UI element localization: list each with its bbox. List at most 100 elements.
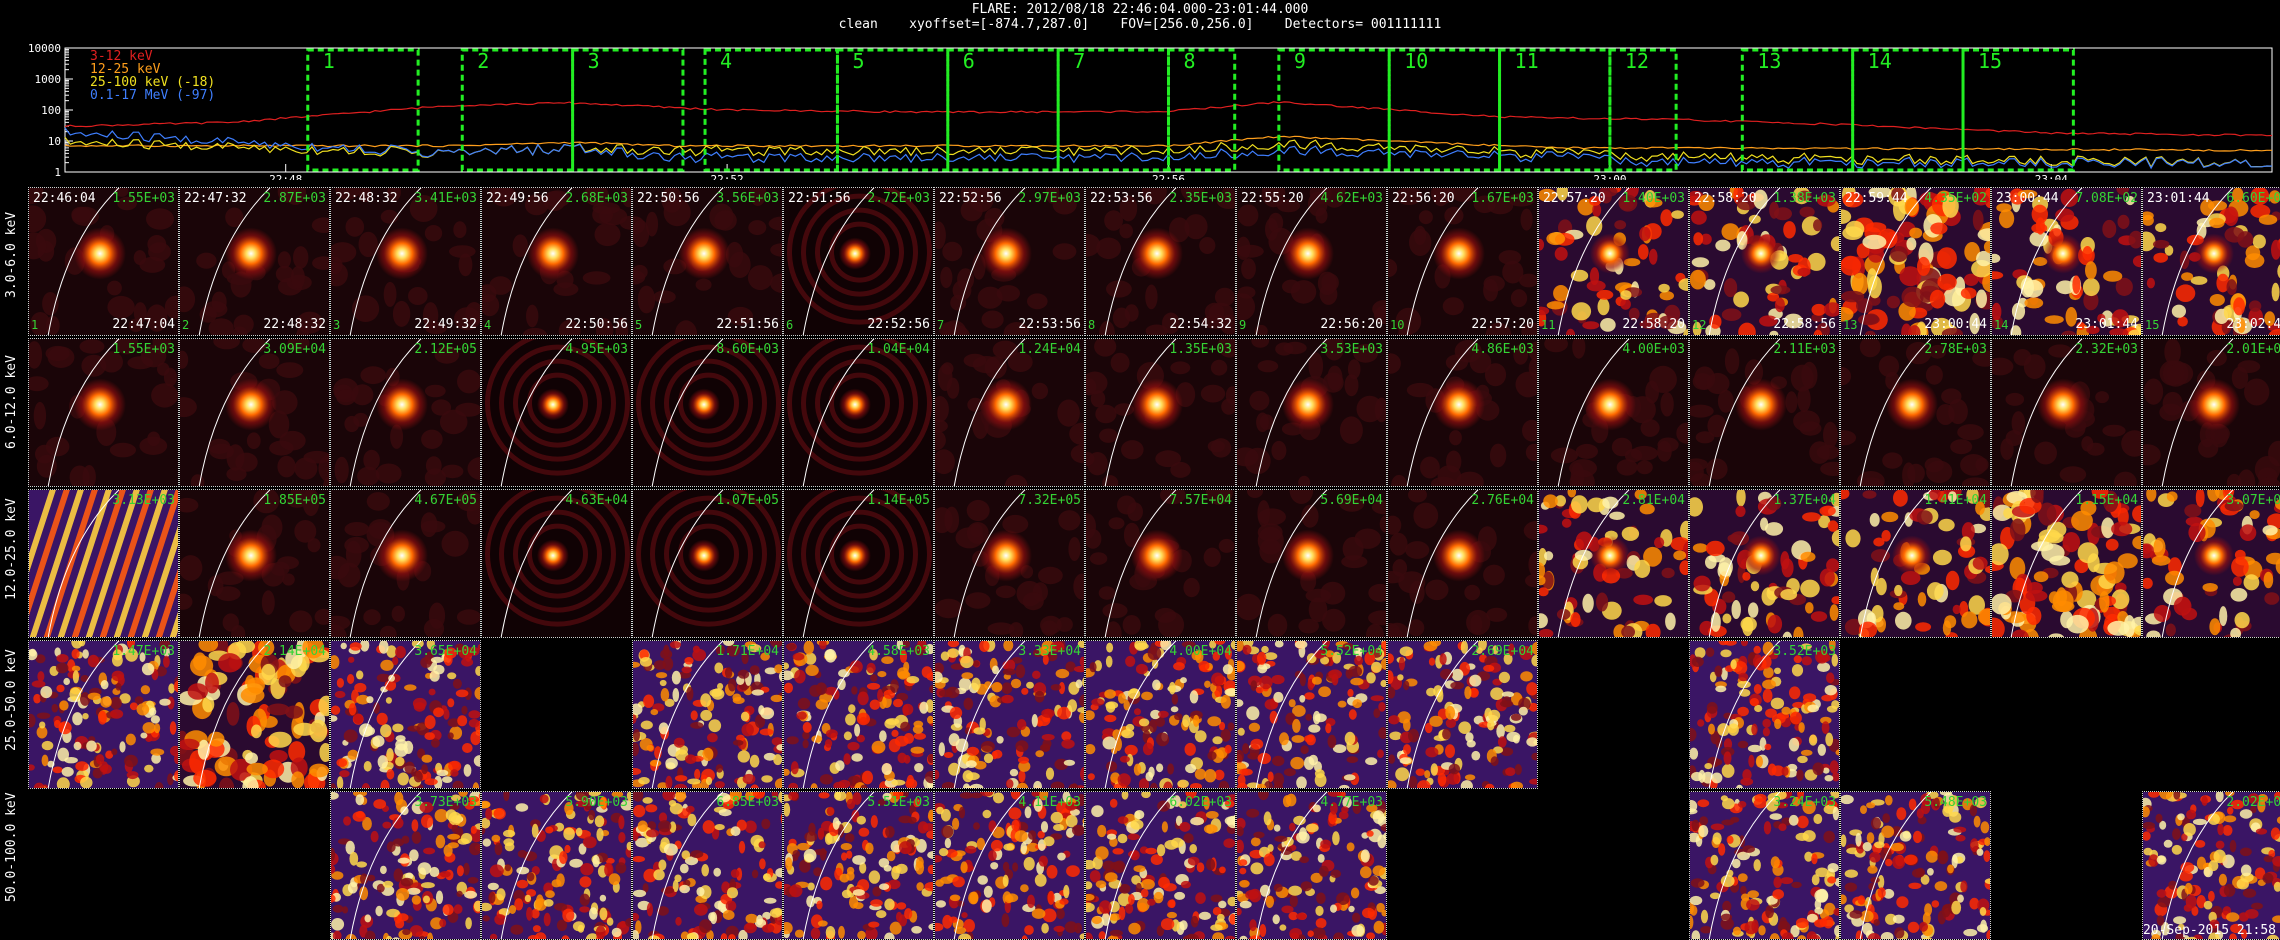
ring xyxy=(513,509,602,599)
noise-blob xyxy=(2121,430,2141,457)
noise-blob xyxy=(633,889,647,898)
noise-blob xyxy=(1289,932,1300,939)
noise-blob xyxy=(839,873,850,883)
noise-blob xyxy=(963,697,974,710)
noise-blob xyxy=(421,429,443,449)
noise-blob xyxy=(2026,582,2043,594)
noise-blob xyxy=(1184,742,1196,756)
noise-blob xyxy=(1556,188,1568,201)
noise-blob xyxy=(1225,935,1235,939)
noise-blob xyxy=(2132,255,2141,268)
noise-blob xyxy=(1811,874,1820,886)
noise-blob xyxy=(1769,330,1779,335)
noise-blob xyxy=(1767,614,1783,634)
noise-blob xyxy=(510,924,524,935)
solar-limb-arc xyxy=(1708,339,1781,486)
noise-blob xyxy=(1342,797,1352,809)
noise-blob xyxy=(1237,204,1259,227)
noise-blob xyxy=(331,871,344,880)
noise-blob xyxy=(1485,322,1512,335)
noise-blob xyxy=(935,419,948,433)
noise-blob xyxy=(878,858,890,868)
noise-blob xyxy=(382,880,394,888)
noise-blob xyxy=(2009,557,2026,580)
noise-blob xyxy=(1927,868,1934,876)
noise-blob xyxy=(1237,660,1245,672)
noise-blob xyxy=(1257,526,1284,555)
plot-header: FLARE: 2012/08/18 22:46:04.000-23:01:44.… xyxy=(0,2,2280,32)
noise-blob xyxy=(700,709,713,721)
time-end-label: 23:00:44 xyxy=(1924,317,1987,332)
noise-blob xyxy=(872,886,882,897)
noise-blob xyxy=(1065,814,1078,828)
noise-blob xyxy=(1862,490,1877,499)
noise-blob xyxy=(1964,242,1980,262)
noise-blob xyxy=(1237,593,1262,621)
noise-blob xyxy=(2159,820,2167,830)
noise-blob xyxy=(656,906,669,916)
image-tile: 4.86E+03 xyxy=(1387,338,1538,487)
noise-blob xyxy=(1892,855,1906,869)
noise-blob xyxy=(2162,360,2189,387)
noise-blob xyxy=(1327,792,1342,797)
noise-blob xyxy=(2243,574,2260,591)
x-tick-label: 22:48 xyxy=(269,173,302,180)
noise-blob xyxy=(1483,564,1505,586)
tile-image xyxy=(1237,490,1386,637)
noise-blob xyxy=(340,642,347,650)
noise-blob xyxy=(149,707,157,716)
noise-blob xyxy=(1350,887,1360,899)
noise-blob xyxy=(1350,677,1364,686)
time-start-label: 22:49:56 xyxy=(486,191,549,206)
noise-blob xyxy=(881,656,894,664)
noise-blob xyxy=(287,492,308,508)
noise-blob xyxy=(1800,551,1816,562)
noise-blob xyxy=(154,782,164,788)
noise-blob xyxy=(758,705,765,715)
noise-blob xyxy=(1778,823,1787,831)
noise-blob xyxy=(1881,511,1899,523)
noise-blob xyxy=(2223,206,2239,227)
noise-blob xyxy=(579,876,592,888)
noise-blob xyxy=(1618,194,1638,212)
noise-blob xyxy=(433,775,443,788)
noise-blob xyxy=(380,779,390,788)
noise-blob xyxy=(2186,936,2197,939)
noise-blob xyxy=(180,286,196,313)
noise-blob xyxy=(336,776,344,788)
noise-blob xyxy=(207,731,225,747)
noise-blob xyxy=(1867,865,1878,874)
noise-blob xyxy=(1318,686,1331,697)
noise-blob xyxy=(2095,391,2109,404)
peak-value-label: 1.35E+03 xyxy=(1169,342,1232,357)
noise-blob xyxy=(1845,529,1861,548)
noise-blob xyxy=(1105,701,1119,709)
noise-blob xyxy=(955,738,969,753)
noise-blob xyxy=(1016,782,1029,788)
noise-blob xyxy=(126,771,139,780)
noise-blob xyxy=(988,850,997,862)
noise-blob xyxy=(1079,694,1084,708)
noise-blob xyxy=(1011,819,1020,831)
noise-blob xyxy=(336,678,344,688)
noise-blob xyxy=(1753,189,1768,210)
noise-blob xyxy=(973,727,986,735)
interval-number: 4 xyxy=(720,49,732,73)
noise-blob xyxy=(1033,798,1043,812)
noise-blob xyxy=(1330,802,1338,815)
noise-blob xyxy=(430,656,444,663)
noise-blob xyxy=(452,678,462,689)
time-end-label: 23:02:44 xyxy=(2226,317,2280,332)
noise-blob xyxy=(717,792,731,803)
noise-blob xyxy=(1539,613,1548,629)
noise-blob xyxy=(468,795,480,803)
noise-blob xyxy=(1969,897,1980,910)
noise-blob xyxy=(1128,688,1141,699)
noise-blob xyxy=(1257,360,1279,373)
noise-blob xyxy=(2236,878,2249,890)
image-tile: 2.02E+04 xyxy=(2142,791,2280,940)
noise-blob xyxy=(1458,721,1472,734)
noise-blob xyxy=(856,815,866,825)
noise-blob xyxy=(1972,350,1990,367)
noise-blob xyxy=(819,641,827,650)
